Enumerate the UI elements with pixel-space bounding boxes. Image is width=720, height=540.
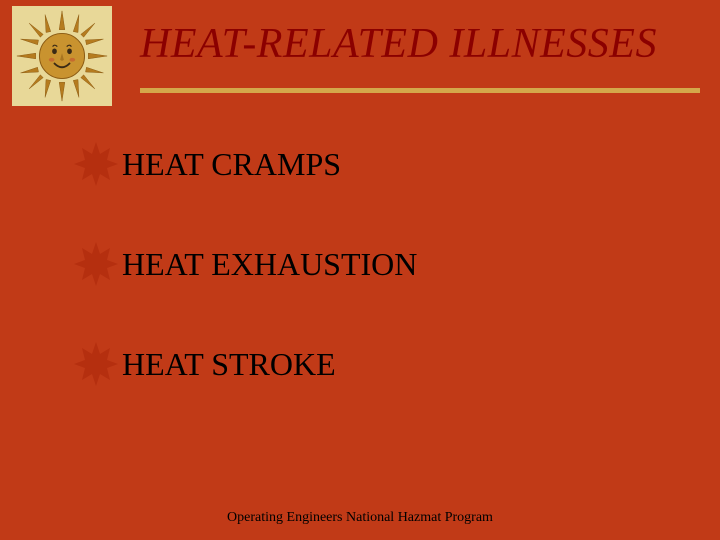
bullet-label: HEAT EXHAUSTION — [122, 246, 417, 283]
bullet-list: HEAT CRAMPS HEAT EXHAUSTION HEAT STROKE — [100, 140, 680, 440]
star-bullet-icon — [72, 140, 120, 188]
list-item: HEAT EXHAUSTION — [100, 240, 680, 288]
title-underline — [140, 88, 700, 93]
slide-title: HEAT-RELATED ILLNESSES — [140, 20, 700, 68]
sun-decorative-icon — [12, 6, 112, 106]
bullet-label: HEAT STROKE — [122, 346, 336, 383]
bullet-label: HEAT CRAMPS — [122, 146, 341, 183]
list-item: HEAT STROKE — [100, 340, 680, 388]
footer-text: Operating Engineers National Hazmat Prog… — [0, 510, 720, 526]
star-bullet-icon — [72, 240, 120, 288]
star-bullet-icon — [72, 340, 120, 388]
list-item: HEAT CRAMPS — [100, 140, 680, 188]
